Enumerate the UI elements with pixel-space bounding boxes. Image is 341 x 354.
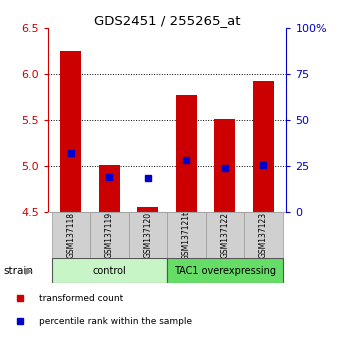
Bar [137,207,159,212]
Text: ▶: ▶ [25,266,33,276]
Text: GSM137121t: GSM137121t [182,211,191,260]
Text: control: control [92,266,126,276]
Bar [253,81,274,212]
FancyBboxPatch shape [90,212,129,258]
FancyBboxPatch shape [51,212,90,258]
Text: strain: strain [3,266,33,276]
Title: GDS2451 / 255265_at: GDS2451 / 255265_at [94,14,240,27]
FancyBboxPatch shape [167,258,283,283]
FancyBboxPatch shape [51,258,167,283]
Text: transformed count: transformed count [39,294,123,303]
FancyBboxPatch shape [206,212,244,258]
Bar [60,51,81,212]
Bar [99,165,120,212]
Text: GSM137122: GSM137122 [220,212,229,258]
Text: GSM137118: GSM137118 [66,212,75,258]
FancyBboxPatch shape [129,212,167,258]
FancyBboxPatch shape [167,212,206,258]
Bar [214,119,235,212]
Text: GSM137120: GSM137120 [143,212,152,258]
FancyBboxPatch shape [244,212,283,258]
Text: GSM137119: GSM137119 [105,212,114,258]
Text: percentile rank within the sample: percentile rank within the sample [39,317,192,326]
Bar [176,95,197,212]
Text: TAC1 overexpressing: TAC1 overexpressing [174,266,276,276]
Text: GSM137123: GSM137123 [259,212,268,258]
